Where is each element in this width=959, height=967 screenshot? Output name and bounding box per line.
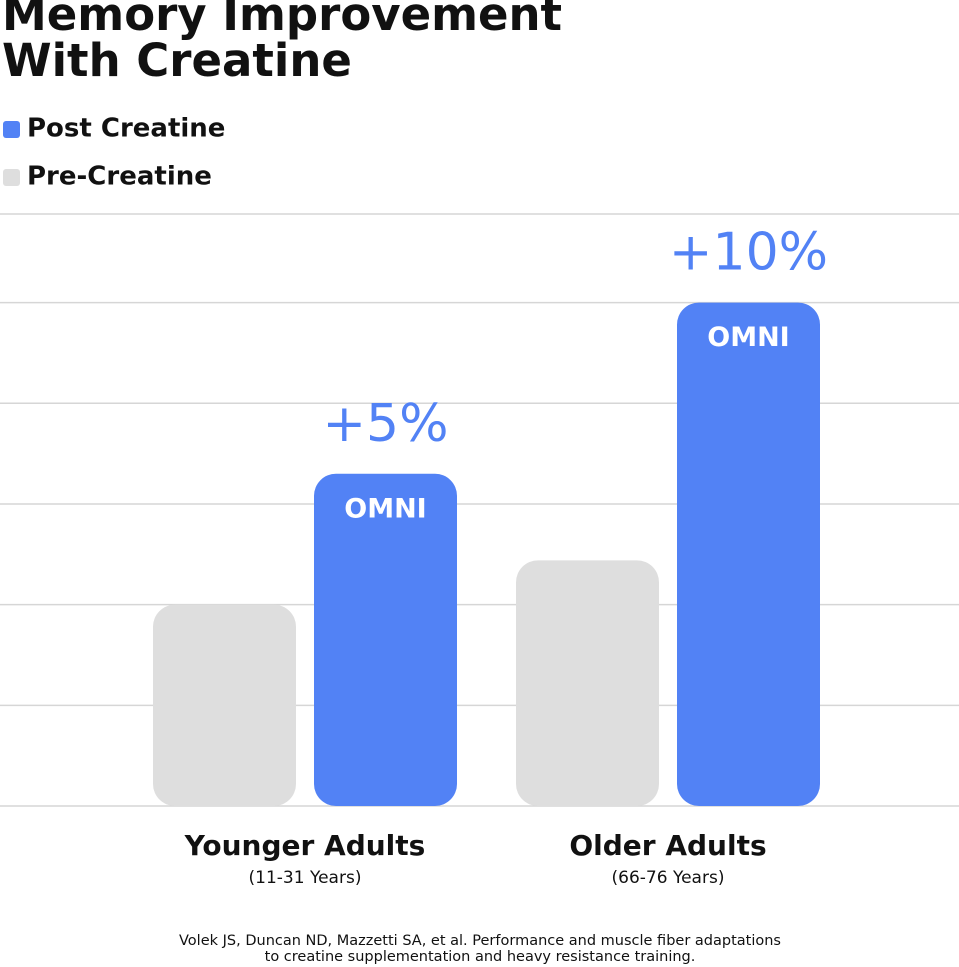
annotation: +5% bbox=[322, 394, 448, 454]
source-note: Volek JS, Duncan ND, Mazzetti SA, et al.… bbox=[179, 933, 781, 949]
bar bbox=[314, 473, 457, 806]
x-tick-sublabel: (66-76 Years) bbox=[612, 868, 725, 888]
annotation: +10% bbox=[669, 223, 828, 283]
legend-label: Post Creatine bbox=[27, 114, 225, 144]
legend-swatch bbox=[3, 121, 20, 138]
chart-title: Memory Improvement bbox=[2, 0, 562, 41]
x-tick-sublabel: (11-31 Years) bbox=[249, 868, 362, 888]
legend-swatch bbox=[3, 169, 20, 186]
x-tick-label: Older Adults bbox=[569, 829, 766, 862]
bar-label: OMNI bbox=[344, 493, 426, 524]
x-tick-label: Younger Adults bbox=[184, 829, 426, 862]
bar bbox=[677, 302, 820, 806]
chart-title: With Creatine bbox=[2, 34, 352, 87]
bar bbox=[153, 604, 296, 806]
bar-label: OMNI bbox=[707, 322, 789, 353]
bar bbox=[516, 560, 659, 806]
source-note: to creatine supplementation and heavy re… bbox=[265, 949, 696, 965]
legend-label: Pre-Creatine bbox=[27, 162, 212, 192]
